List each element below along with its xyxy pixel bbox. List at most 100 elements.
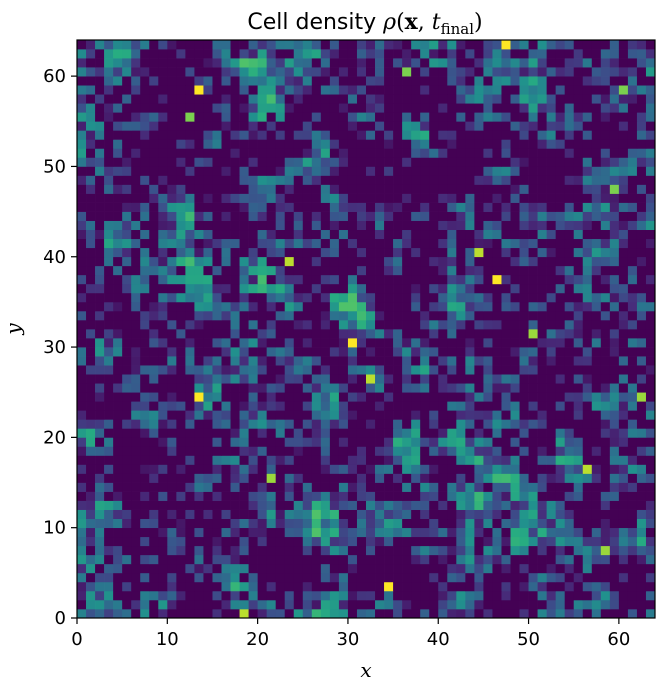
heatmap-cell: [447, 265, 457, 276]
heatmap-cell: [573, 572, 584, 583]
heatmap-cell: [176, 166, 186, 176]
heatmap-cell: [519, 166, 529, 176]
heatmap-cell: [483, 112, 493, 122]
heatmap-cell: [140, 527, 150, 538]
heatmap-cell: [402, 292, 412, 303]
heatmap-cell: [167, 563, 177, 574]
heatmap-cell: [537, 599, 547, 610]
heatmap-cell: [627, 428, 638, 438]
heatmap-cell: [140, 608, 150, 619]
heatmap-cell: [266, 76, 277, 86]
heatmap-cell: [230, 85, 240, 95]
heatmap-cell: [438, 554, 448, 565]
heatmap-cell: [338, 554, 349, 565]
heatmap-cell: [510, 148, 520, 158]
title-rho: ρ: [382, 10, 396, 35]
heatmap-cell: [492, 500, 502, 510]
heatmap-cell: [275, 500, 286, 510]
heatmap-cell: [275, 157, 286, 167]
heatmap-cell: [375, 184, 385, 194]
heatmap-cell: [140, 383, 150, 393]
heatmap-cell: [537, 130, 547, 140]
heatmap-cell: [131, 518, 141, 529]
heatmap-cell: [456, 67, 466, 77]
heatmap-cell: [95, 509, 105, 520]
heatmap-cell: [600, 292, 611, 303]
heatmap-cell: [564, 464, 575, 474]
heatmap-cell: [600, 581, 611, 592]
heatmap-cell: [546, 193, 557, 203]
heatmap-cell: [465, 356, 475, 366]
heatmap-cell: [329, 554, 340, 565]
heatmap-cell: [375, 410, 385, 420]
heatmap-cell: [176, 392, 186, 402]
heatmap-cell: [149, 347, 159, 357]
heatmap-cell: [402, 283, 412, 294]
heatmap-cell: [302, 446, 313, 456]
heatmap-cell: [266, 329, 277, 339]
heatmap-cell: [438, 148, 448, 158]
heatmap-cell: [239, 130, 249, 140]
heatmap-cell: [149, 356, 159, 366]
heatmap-cell: [537, 437, 547, 447]
heatmap-cell: [555, 608, 566, 619]
heatmap-cell: [194, 112, 204, 122]
heatmap-cell: [158, 67, 168, 77]
heatmap-cell: [384, 581, 394, 592]
heatmap-cell: [248, 184, 258, 194]
heatmap-cell: [546, 211, 557, 221]
heatmap-cell: [609, 202, 620, 212]
heatmap-cell: [645, 581, 656, 592]
heatmap-cell: [519, 581, 529, 592]
heatmap-cell: [104, 274, 114, 285]
heatmap-cell: [483, 310, 493, 321]
heatmap-cell: [284, 247, 295, 258]
heatmap-cell: [555, 419, 566, 429]
heatmap-cell: [546, 491, 557, 501]
heatmap-cell: [248, 464, 258, 474]
heatmap-cell: [618, 500, 629, 510]
heatmap-cell: [474, 392, 484, 402]
heatmap-cell: [347, 455, 358, 465]
heatmap-cell: [185, 365, 195, 375]
heatmap-cell: [591, 202, 602, 212]
heatmap-cell: [537, 40, 547, 50]
heatmap-cell: [546, 464, 557, 474]
heatmap-cell: [411, 166, 421, 176]
heatmap-cell: [275, 67, 286, 77]
heatmap-cell: [465, 94, 475, 104]
heatmap-cell: [447, 410, 457, 420]
heatmap-cell: [600, 40, 611, 50]
heatmap-cell: [131, 301, 141, 312]
heatmap-cell: [338, 166, 349, 176]
y-tick-label: 10: [43, 518, 66, 539]
heatmap-cell: [86, 49, 96, 59]
heatmap-cell: [384, 175, 394, 185]
heatmap-cell: [104, 500, 114, 510]
heatmap-cell: [384, 76, 394, 86]
heatmap-cell: [113, 581, 123, 592]
heatmap-cell: [95, 139, 105, 149]
heatmap-cell: [519, 446, 529, 456]
heatmap-cell: [275, 211, 286, 221]
heatmap-cell: [86, 85, 96, 95]
heatmap-cell: [338, 49, 349, 59]
heatmap-cell: [447, 211, 457, 221]
heatmap-cell: [95, 437, 105, 447]
heatmap-cell: [627, 410, 638, 420]
heatmap-cell: [627, 211, 638, 221]
heatmap-cell: [140, 599, 150, 610]
heatmap-cell: [77, 94, 87, 104]
heatmap-cell: [519, 319, 529, 330]
heatmap-cell: [167, 157, 177, 167]
heatmap-cell: [618, 130, 629, 140]
heatmap-cell: [528, 265, 538, 276]
heatmap-cell: [122, 428, 132, 438]
heatmap-cell: [393, 274, 403, 285]
heatmap-cell: [230, 599, 240, 610]
heatmap-cell: [77, 238, 87, 249]
heatmap-cell: [438, 563, 448, 574]
heatmap-cell: [131, 238, 141, 249]
heatmap-cell: [248, 256, 258, 267]
heatmap-cell: [311, 563, 322, 574]
